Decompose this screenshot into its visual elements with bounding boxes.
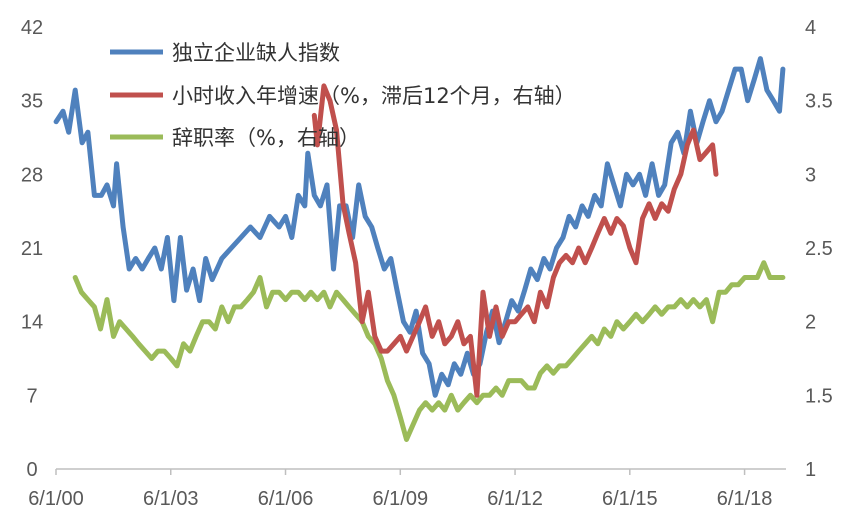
y-left-tick-label: 7 [26, 385, 37, 407]
y-left-tick-label: 0 [26, 459, 37, 481]
x-tick-label: 6/1/00 [28, 488, 84, 510]
x-tick-label: 6/1/06 [258, 488, 314, 510]
x-tick-label: 6/1/15 [602, 488, 658, 510]
legend-label-1: 独立企业缺人指数 [172, 41, 340, 65]
y-right-tick-label: 3 [805, 164, 816, 186]
y-right-tick-label: 4 [805, 17, 816, 39]
series-line-2 [311, 83, 719, 398]
y-right-tick-label: 1.5 [805, 385, 833, 407]
legend-label-2: 小时收入年增速（%，滞后12个月，右轴） [172, 84, 576, 108]
series-line-3 [72, 260, 786, 442]
y-right-tick-label: 1 [805, 459, 816, 481]
y-right-tick-label: 3.5 [805, 91, 833, 113]
x-tick-label: 6/1/18 [717, 488, 773, 510]
y-right-tick-label: 2.5 [805, 238, 833, 260]
y-left-tick-label: 21 [21, 238, 43, 260]
y-left-tick-label: 35 [21, 91, 43, 113]
plot-area [53, 56, 786, 442]
y-right-tick-label: 2 [805, 312, 816, 334]
x-tick-label: 6/1/12 [487, 488, 543, 510]
legend-label-3: 辞职率（%，右轴） [172, 126, 360, 150]
x-tick-label: 6/1/09 [372, 488, 428, 510]
axes: 6/1/00 6/1/03 6/1/06 6/1/09 6/1/12 6/1/15 6/1/… [21, 17, 833, 510]
y-left-tick-label: 14 [21, 312, 43, 334]
y-left-tick-label: 28 [21, 164, 43, 186]
y-left-tick-label: 42 [21, 17, 43, 39]
series-line-1 [53, 56, 786, 398]
x-tick-label: 6/1/03 [143, 488, 199, 510]
